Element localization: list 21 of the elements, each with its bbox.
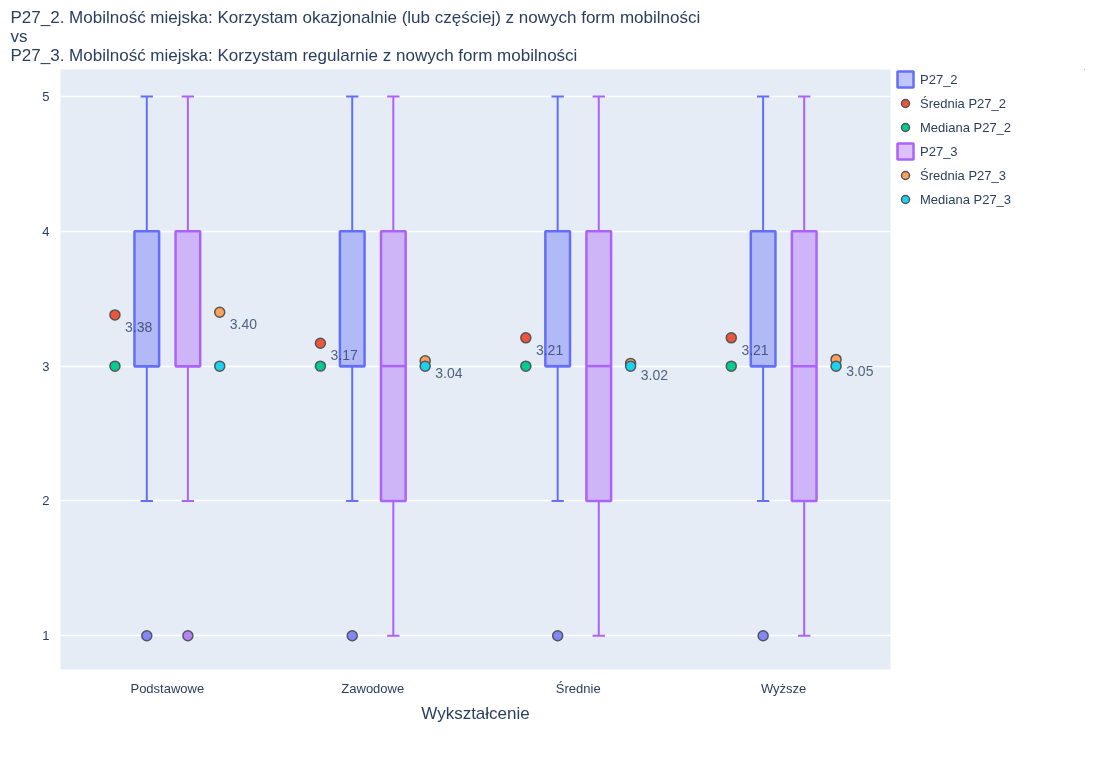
- y-tick-label: 5: [42, 88, 50, 104]
- y-tick-label: 4: [42, 223, 50, 239]
- y-tick-label: 3: [42, 358, 50, 374]
- legend-label: Mediana P27_2: [920, 119, 1012, 135]
- data-label: 3.05: [846, 363, 874, 380]
- x-tick-label: Podstawowe: [130, 680, 205, 696]
- data-label: 3.40: [229, 316, 258, 333]
- legend-label: Średnia P27_2: [920, 95, 1007, 111]
- chart-title: P27_2. Mobilność miejska: Korzystam okazjonalnie (lub częściej) z nowych form mobilności vs P27_3. Mobilność miejska: Korzystam regularnie z nowych form mobilności: [10, 7, 701, 65]
- x-tick-label: Średnie: [555, 680, 601, 696]
- legend-label: Mediana P27_3: [920, 191, 1012, 207]
- x-axis-title: Wykształcenie: [421, 703, 530, 723]
- legend-label: Średnia P27_3: [920, 167, 1007, 183]
- y-tick-label: 2: [42, 493, 50, 509]
- data-label: 3.04: [435, 364, 463, 381]
- legend-label: P27_3: [920, 143, 958, 159]
- x-tick-label: Zawodowe: [341, 680, 405, 696]
- x-tick-label: Wyższe: [760, 680, 807, 696]
- legend-label: P27_2: [920, 71, 958, 87]
- y-tick-label: 1: [42, 628, 50, 644]
- data-label: 3.02: [640, 367, 669, 384]
